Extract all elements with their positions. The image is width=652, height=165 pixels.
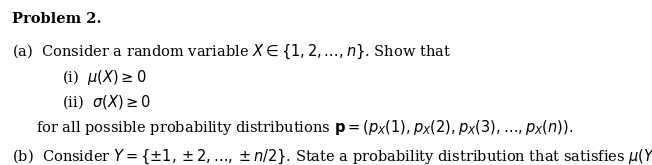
- Text: (ii)  $\sigma(X) \geq 0$: (ii) $\sigma(X) \geq 0$: [62, 93, 151, 111]
- Text: (b)  Consider $Y = \{\pm 1, \pm 2, \ldots, \pm n/2\}$. State a probability distr: (b) Consider $Y = \{\pm 1, \pm 2, \ldots…: [12, 148, 652, 165]
- Text: for all possible probability distributions $\mathbf{p} = (p_X(1), p_X(2), p_X(3): for all possible probability distributio…: [36, 118, 573, 137]
- Text: (i)  $\mu(X) \geq 0$: (i) $\mu(X) \geq 0$: [62, 68, 147, 87]
- Text: Problem 2.: Problem 2.: [12, 12, 101, 26]
- Text: (a)  Consider a random variable $X \in \{1, 2, \ldots, n\}$. Show that: (a) Consider a random variable $X \in \{…: [12, 43, 451, 61]
